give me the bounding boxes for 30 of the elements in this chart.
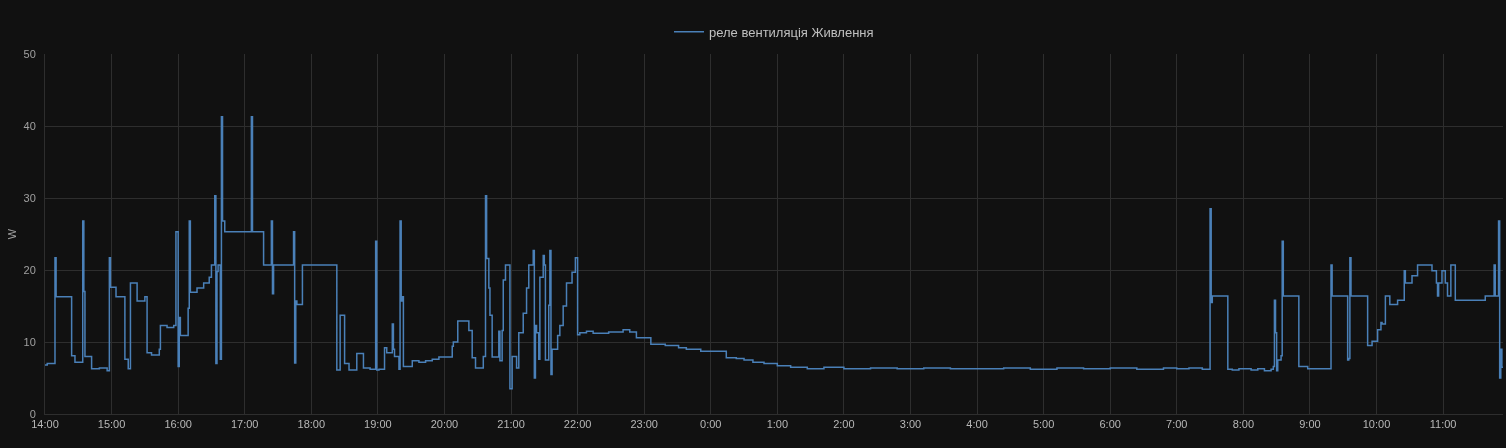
x-tick-label: 8:00 [1232, 418, 1255, 431]
y-tick-label: 30 [23, 191, 36, 204]
x-tick-label: 3:00 [899, 418, 922, 431]
x-tick-label: 4:00 [966, 418, 988, 431]
x-tick-label: 1:00 [766, 418, 789, 431]
x-tick-label: 6:00 [1099, 418, 1121, 431]
x-tick-label: 10:00 [1362, 418, 1391, 431]
x-tick-label: 21:00 [497, 418, 525, 431]
x-tick-label: 0:00 [700, 418, 722, 431]
x-tick-label: 2:00 [833, 418, 855, 431]
legend-label: реле вентиляція Живлення [709, 24, 874, 40]
x-tick-label: 16:00 [164, 418, 192, 431]
x-tick-label: 18:00 [297, 418, 326, 431]
y-tick-label: 0 [29, 407, 36, 420]
x-tick-label: 17:00 [230, 418, 259, 431]
x-tick-label: 11:00 [1429, 418, 1457, 431]
x-tick-label: 20:00 [430, 418, 459, 431]
x-tick-label: 5:00 [1032, 418, 1055, 431]
y-tick-label: 40 [23, 119, 36, 132]
y-axis-title: W [6, 228, 19, 240]
x-tick-label: 23:00 [630, 418, 658, 431]
x-tick-label: 15:00 [97, 418, 126, 431]
x-tick-label: 14:00 [31, 418, 59, 431]
x-tick-label: 9:00 [1299, 418, 1321, 431]
y-tick-label: 20 [23, 263, 36, 276]
x-tick-label: 7:00 [1166, 418, 1188, 431]
x-tick-label: 19:00 [364, 418, 392, 431]
y-tick-label: 10 [23, 335, 36, 348]
y-tick-label: 50 [23, 47, 36, 60]
x-tick-label: 22:00 [563, 418, 592, 431]
